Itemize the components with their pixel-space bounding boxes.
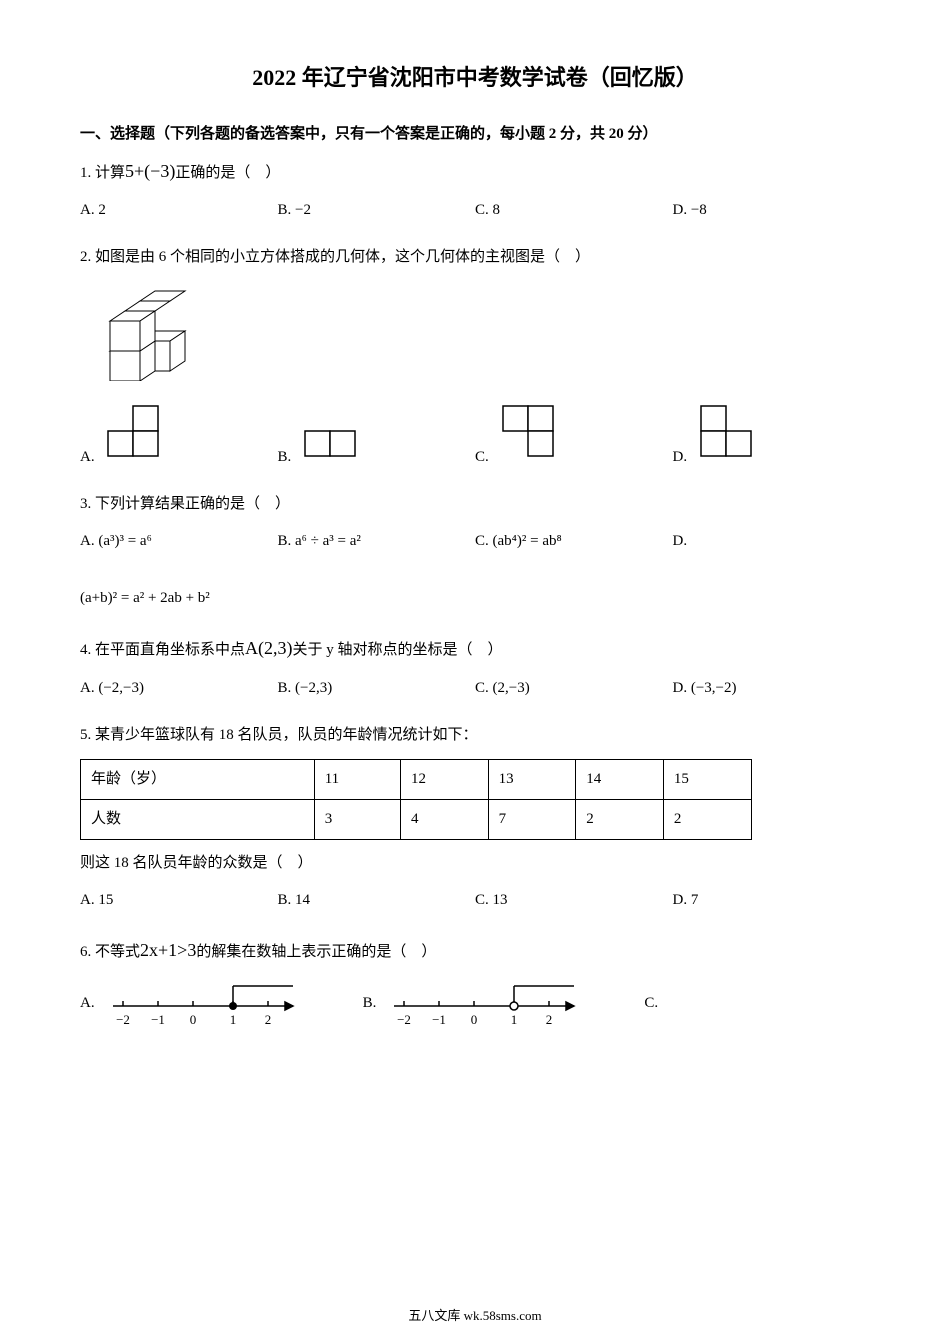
q3-optA: A. (a³)³ = a⁶ [80,528,278,555]
q2-optC: C. [475,401,673,471]
q6-optB-wrap: B. −2 −1 0 1 2 [363,976,585,1031]
q1-expr: 5+(−3) [125,161,175,181]
q6-optB: B. [363,990,377,1017]
question-6: 6. 不等式2x+1>3的解集在数轴上表示正确的是（ ） A. [80,934,870,1031]
table-row: 人数 3 4 7 2 2 [81,799,752,839]
q4-optA: A. (−2,−3) [80,675,278,702]
q3-text: 3. 下列计算结果正确的是（ ） [80,491,870,518]
q4-optC: C. (2,−3) [475,675,673,702]
q5-optD: D. 7 [673,887,871,914]
q6-post: 的解集在数轴上表示正确的是（ ） [196,944,436,960]
q1-optB: B. −2 [278,197,476,224]
q3-optD: D. [673,528,871,555]
q5-row1-label: 年龄（岁） [81,759,315,799]
q6-optA: A. [80,990,95,1017]
q5-count-1: 4 [400,799,488,839]
q5-optA: A. 15 [80,887,278,914]
question-1: 1. 计算5+(−3)正确的是（ ） A. 2 B. −2 C. 8 D. −8 [80,155,870,224]
q3-optB: B. a⁶ ÷ a³ = a² [278,528,476,555]
tick-label: 0 [189,1012,196,1027]
q6-numberline-B: −2 −1 0 1 2 [384,976,584,1031]
section-heading: 一、选择题（下列各题的备选答案中，只有一个答案是正确的，每小题 2 分，共 20… [80,122,870,143]
question-5: 5. 某青少年篮球队有 18 名队员，队员的年龄情况统计如下： 年龄（岁） 11… [80,722,870,914]
tick-label: −2 [116,1012,130,1027]
tick-label: 2 [264,1012,271,1027]
q2-optB-svg [295,401,370,461]
tick-label: −1 [432,1012,446,1027]
tick-label: −1 [151,1012,165,1027]
q6-expr: 2x+1>3 [140,940,196,960]
q6-numberline-A: −2 −1 0 1 2 [103,976,303,1031]
q1-optA: A. 2 [80,197,278,224]
table-row: 年龄（岁） 11 12 13 14 15 [81,759,752,799]
q1-post: 正确的是（ ） [175,165,280,181]
q6-pre: 6. 不等式 [80,944,140,960]
q1-pre: 1. 计算 [80,165,125,181]
tick-label: 1 [229,1012,236,1027]
page-title: 2022 年辽宁省沈阳市中考数学试卷（回忆版） [80,60,870,92]
tick-label: 0 [471,1012,478,1027]
q4-post: 关于 y 轴对称点的坐标是（ ） [293,642,503,658]
q2-optC-svg [493,401,568,461]
q5-age-4: 15 [663,759,751,799]
q6-optA-wrap: A. −2 −1 0 [80,976,303,1031]
q5-after: 则这 18 名队员年龄的众数是（ ） [80,850,870,877]
q5-count-0: 3 [314,799,400,839]
q4-optB: B. (−2,3) [278,675,476,702]
question-3: 3. 下列计算结果正确的是（ ） A. (a³)³ = a⁶ B. a⁶ ÷ a… [80,491,870,612]
q4-point: A(2,3) [245,638,293,658]
q2-optD: D. [673,401,871,471]
tick-label: 2 [546,1012,553,1027]
q1-optC: C. 8 [475,197,673,224]
q2-optD-svg [691,401,766,461]
q3-optC: C. (ab⁴)² = ab⁸ [475,528,673,555]
q5-row2-label: 人数 [81,799,315,839]
question-4: 4. 在平面直角坐标系中点A(2,3)关于 y 轴对称点的坐标是（ ） A. (… [80,632,870,701]
q5-age-3: 14 [576,759,664,799]
q2-cube-diagram [100,281,870,391]
q5-table: 年龄（岁） 11 12 13 14 15 人数 3 4 7 2 2 [80,759,752,840]
q2-text: 2. 如图是由 6 个相同的小立方体搭成的几何体，这个几何体的主视图是（ ） [80,244,870,271]
q5-count-4: 2 [663,799,751,839]
q5-count-3: 2 [576,799,664,839]
q5-age-0: 11 [314,759,400,799]
q1-optD: D. −8 [673,197,871,224]
q5-text: 5. 某青少年篮球队有 18 名队员，队员的年龄情况统计如下： [80,722,870,749]
tick-label: 1 [511,1012,518,1027]
q2-optA-svg [98,401,173,461]
page-footer: 五八文库 wk.58sms.com [0,1305,950,1324]
q4-pre: 4. 在平面直角坐标系中点 [80,642,245,658]
q2-optB: B. [278,401,476,471]
q5-count-2: 7 [488,799,576,839]
question-2: 2. 如图是由 6 个相同的小立方体搭成的几何体，这个几何体的主视图是（ ） [80,244,870,471]
q5-age-1: 12 [400,759,488,799]
q4-optD: D. (−3,−2) [673,675,871,702]
q2-optA: A. [80,401,278,471]
q6-optC: C. [644,990,658,1017]
q5-optC: C. 13 [475,887,673,914]
tick-label: −2 [397,1012,411,1027]
q3-extraD: (a+b)² = a² + 2ab + b² [80,585,870,612]
q5-optB: B. 14 [278,887,476,914]
q5-age-2: 13 [488,759,576,799]
